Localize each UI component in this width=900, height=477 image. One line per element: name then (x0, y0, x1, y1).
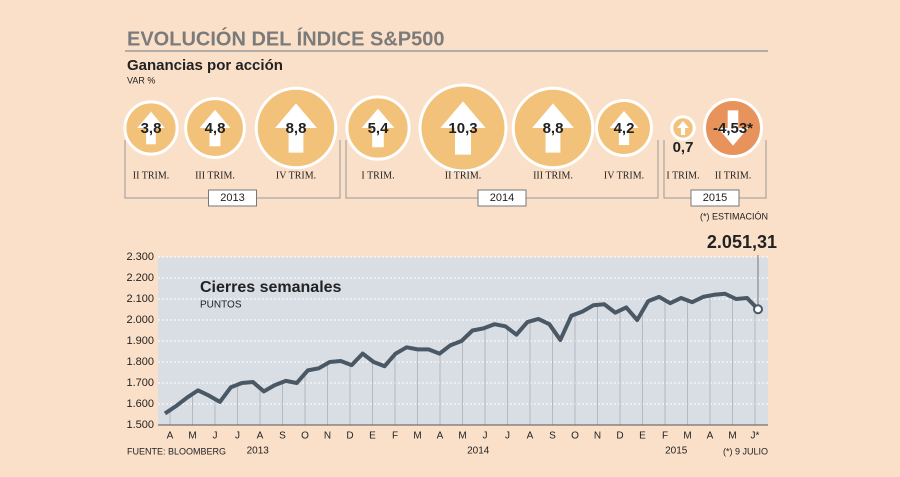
value-label: 4,2 (614, 120, 635, 137)
category-label: I TRIM. (666, 170, 699, 181)
unit-label: VAR % (127, 75, 155, 85)
x-tick-label: S (549, 431, 556, 442)
x-tick-label: A (527, 431, 534, 442)
price-line (163, 291, 760, 416)
source: FUENTE: BLOOMBERG (127, 446, 226, 456)
x-tick-label: A (257, 431, 264, 442)
x-tick-label: J (505, 431, 510, 442)
value-label: 8,8 (543, 120, 564, 137)
x-tick-label: M (188, 431, 196, 442)
arrow (717, 110, 749, 146)
arrow (440, 101, 486, 155)
value-label: 5,4 (368, 120, 390, 137)
x-tick-label: M (683, 431, 691, 442)
x-tick-label: F (392, 431, 398, 442)
y-tick-label: 1.800 (126, 356, 154, 368)
y-tick-label: 2.100 (126, 293, 154, 305)
y-tick-label: 2.200 (126, 272, 154, 284)
year-label: 2015 (703, 192, 727, 204)
note: (*) 9 JULIO (723, 446, 768, 456)
x-tick-label: M (728, 431, 736, 442)
y-tick-label: 1.500 (126, 419, 154, 431)
chart-title: EVOLUCIÓN DEL ÍNDICE S&P500 (127, 26, 444, 50)
arrow (609, 110, 639, 146)
last-value-label: 2.051,31 (707, 232, 777, 252)
x-tick-label: N (324, 431, 331, 442)
category-label: II TRIM. (715, 170, 751, 181)
x-tick-label: J (213, 431, 218, 442)
x-tick-label: D (616, 431, 623, 442)
line-title: Cierres semanales (200, 279, 342, 296)
last-point (753, 304, 763, 315)
x-tick-label: N (594, 431, 601, 442)
year-label: 2013 (220, 192, 244, 204)
y-tick-label: 1.900 (126, 335, 154, 347)
y-tick-label: 2.000 (126, 314, 154, 326)
x-tick-label: M (413, 431, 421, 442)
value-label: 8,8 (286, 120, 307, 137)
x-tick-label: S (279, 431, 286, 442)
x-tick-label: E (639, 431, 646, 442)
arrow (199, 109, 231, 147)
value-label: 3,8 (141, 120, 162, 137)
line-subtitle: PUNTOS (200, 300, 242, 311)
arrow (677, 121, 689, 135)
x-tick-label: O (571, 431, 579, 442)
category-label: II TRIM. (133, 170, 169, 181)
x-tick-label: D (346, 431, 353, 442)
year-label: 2015 (665, 446, 688, 457)
category-label: I TRIM. (361, 170, 394, 181)
x-tick-label: A (167, 431, 174, 442)
y-tick-label: 1.600 (126, 398, 154, 410)
y-tick-label: 1.700 (126, 377, 154, 389)
x-tick-label: E (369, 431, 376, 442)
arrow (532, 103, 574, 153)
category-label: II TRIM. (445, 170, 481, 181)
x-tick-label: O (301, 431, 309, 442)
value-label: 4,8 (205, 120, 226, 137)
x-tick-label: A (437, 431, 444, 442)
x-tick-label: F (662, 431, 668, 442)
category-label: IV TRIM. (276, 170, 316, 181)
subtitle: Ganancias por acción (127, 57, 283, 74)
year-label: 2013 (247, 446, 270, 457)
category-label: III TRIM. (533, 170, 573, 181)
y-tick-label: 2.300 (126, 251, 154, 263)
arrow (137, 111, 165, 145)
x-tick-label: J (483, 431, 488, 442)
value-label: 10,3 (448, 120, 477, 137)
year-box (690, 189, 740, 207)
arrow (275, 103, 317, 153)
year-box (208, 189, 257, 207)
x-tick-label: J* (751, 431, 760, 442)
x-tick-label: A (707, 431, 714, 442)
value-label: -4,53* (713, 120, 753, 137)
year-label: 2014 (467, 446, 490, 457)
category-label: III TRIM. (195, 170, 235, 181)
x-tick-label: M (458, 431, 466, 442)
value-label: 0,7 (673, 139, 694, 156)
year-label: 2014 (490, 192, 514, 204)
category-label: IV TRIM. (604, 170, 644, 181)
arrow (361, 108, 395, 148)
note: (*) ESTIMACIÓN (700, 211, 768, 221)
x-tick-label: J (235, 431, 240, 442)
year-box (477, 189, 527, 207)
